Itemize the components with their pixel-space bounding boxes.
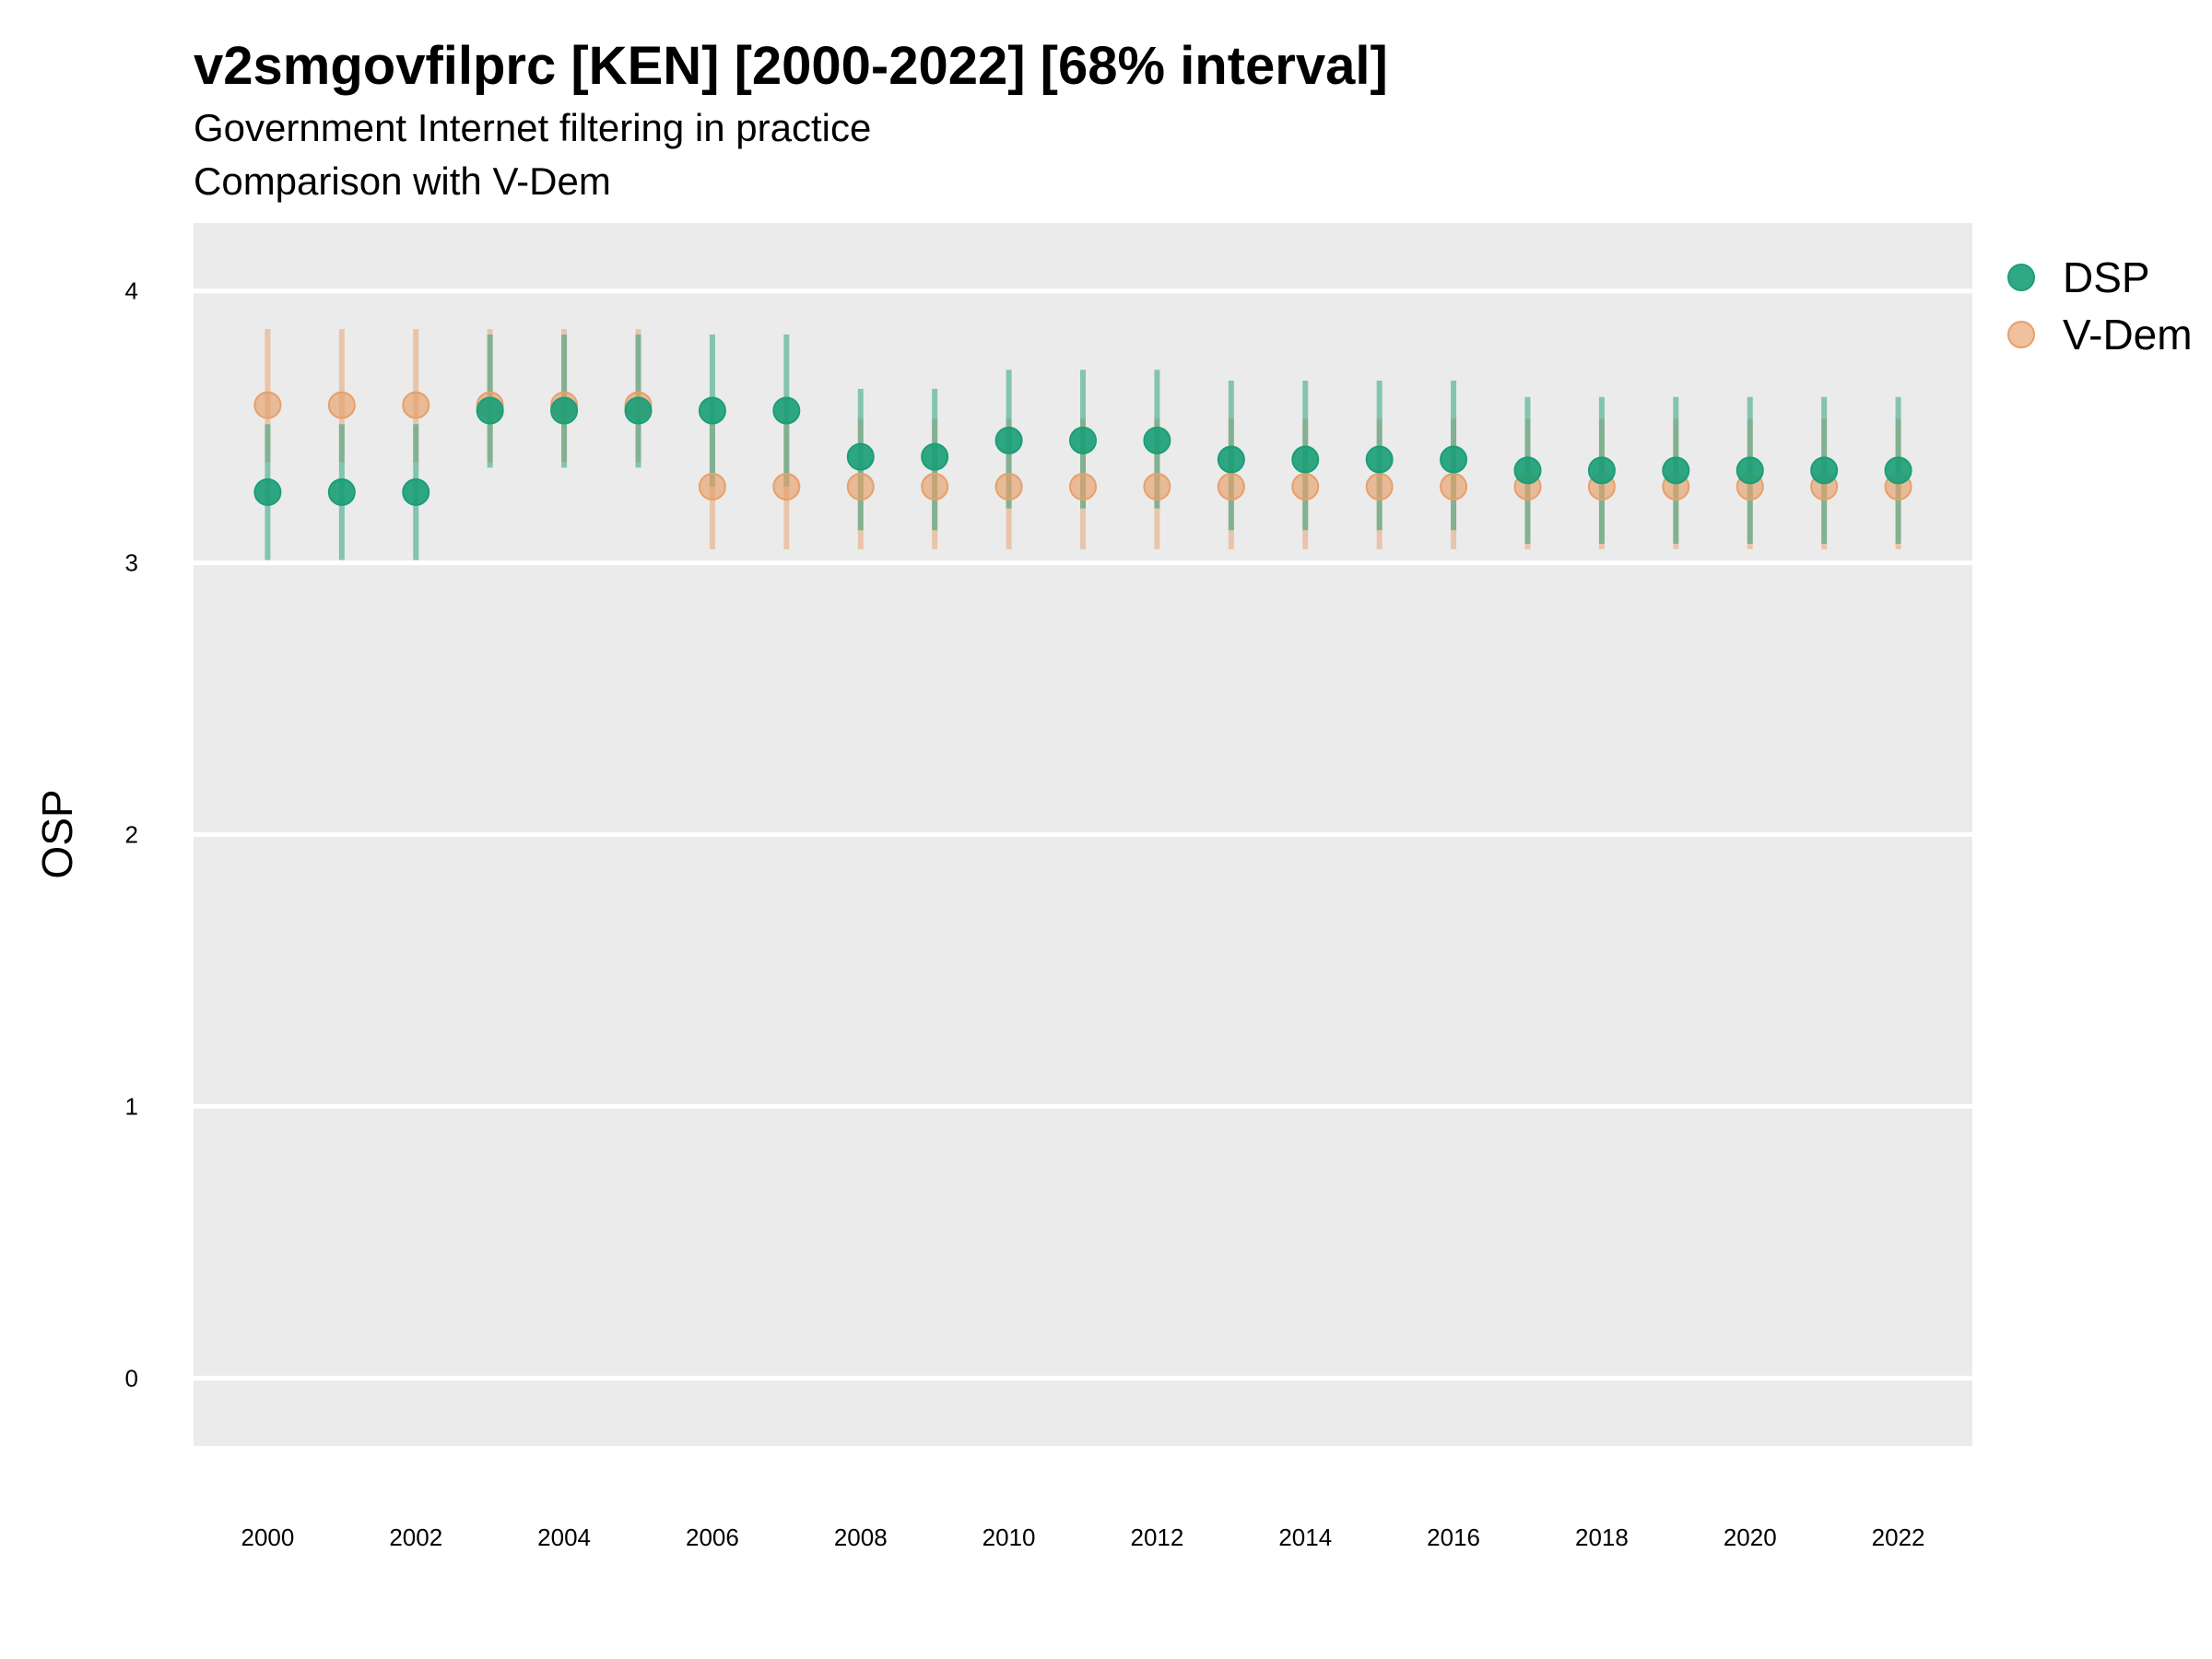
v-dem-point-2011 xyxy=(1069,473,1097,501)
data-points xyxy=(253,391,1912,506)
dsp-point-2017 xyxy=(1513,456,1542,485)
chart-subtitle: Government Internet filtering in practic… xyxy=(194,106,872,149)
dsp-point-2008 xyxy=(846,442,875,471)
dsp-point-2018 xyxy=(1587,456,1616,485)
v-dem-point-2016 xyxy=(1440,473,1468,501)
dsp-point-2001 xyxy=(327,477,356,506)
v-dem-point-2015 xyxy=(1365,473,1394,501)
y-tick-2: 2 xyxy=(125,821,138,849)
gridlines xyxy=(194,288,1972,1381)
dsp-point-2022 xyxy=(1884,456,1912,485)
x-tick-2014: 2014 xyxy=(1278,1524,1332,1551)
x-tick-2010: 2010 xyxy=(982,1524,1036,1551)
legend: DSP V-Dem xyxy=(2007,253,2193,359)
dsp-point-2007 xyxy=(772,396,801,425)
y-tick-3: 3 xyxy=(125,549,138,577)
dsp-point-2005 xyxy=(624,396,653,425)
y-axis-label: OSP xyxy=(33,789,81,878)
legend-key-dsp xyxy=(2007,264,2035,291)
v-dem-point-2013 xyxy=(1217,473,1245,501)
x-tick-2012: 2012 xyxy=(1130,1524,1183,1551)
v-dem-point-2002 xyxy=(402,391,430,419)
y-tick-1: 1 xyxy=(125,1092,138,1120)
x-tick-2002: 2002 xyxy=(389,1524,442,1551)
x-tick-2008: 2008 xyxy=(834,1524,888,1551)
x-tick-2000: 2000 xyxy=(241,1524,294,1551)
v-dem-point-2009 xyxy=(921,473,949,501)
x-tick-2006: 2006 xyxy=(686,1524,739,1551)
dsp-point-2015 xyxy=(1365,445,1394,474)
dsp-point-2003 xyxy=(476,396,504,425)
chart-title: v2smgovfilprc [KEN] [2000-2022] [68% int… xyxy=(194,36,1388,96)
x-tick-2020: 2020 xyxy=(1724,1524,1777,1551)
dsp-point-2011 xyxy=(1069,426,1097,454)
dsp-point-2014 xyxy=(1291,445,1320,474)
dsp-point-2020 xyxy=(1735,456,1764,485)
v-dem-point-2008 xyxy=(846,473,875,501)
v-dem-point-2012 xyxy=(1143,473,1171,501)
y-tick-0: 0 xyxy=(125,1364,138,1392)
x-tick-2018: 2018 xyxy=(1575,1524,1629,1551)
v-dem-point-2007 xyxy=(772,473,801,501)
dsp-point-2009 xyxy=(921,442,949,471)
x-tick-labels: 2000 2002 2004 2006 2008 2010 2012 2014 2016 2018… xyxy=(241,1524,1924,1551)
x-tick-2016: 2016 xyxy=(1427,1524,1480,1551)
legend-key-v-dem xyxy=(2007,321,2035,348)
dsp-point-2019 xyxy=(1662,456,1690,485)
dsp-point-2004 xyxy=(550,396,579,425)
y-tick-4: 4 xyxy=(125,277,138,305)
dsp-point-2013 xyxy=(1217,445,1245,474)
dsp-point-2010 xyxy=(994,426,1023,454)
chart-caption: Comparison with V-Dem xyxy=(194,159,611,203)
x-tick-2004: 2004 xyxy=(537,1524,591,1551)
v-dem-point-2001 xyxy=(327,391,356,419)
dsp-point-2012 xyxy=(1143,426,1171,454)
dsp-point-2002 xyxy=(402,477,430,506)
dsp-point-2006 xyxy=(698,396,726,425)
v-dem-point-2014 xyxy=(1291,473,1320,501)
y-tick-labels: 0 1 2 3 4 xyxy=(125,277,138,1393)
v-dem-point-2006 xyxy=(698,473,726,501)
legend-label-dsp: DSP xyxy=(2063,253,2150,301)
dsp-point-2021 xyxy=(1810,456,1839,485)
v-dem-point-2010 xyxy=(994,473,1023,501)
v-dem-point-2000 xyxy=(253,391,282,419)
dsp-point-2000 xyxy=(253,477,282,506)
x-tick-2022: 2022 xyxy=(1872,1524,1925,1551)
dsp-point-2016 xyxy=(1440,445,1468,474)
legend-label-v-dem: V-Dem xyxy=(2063,311,2193,359)
